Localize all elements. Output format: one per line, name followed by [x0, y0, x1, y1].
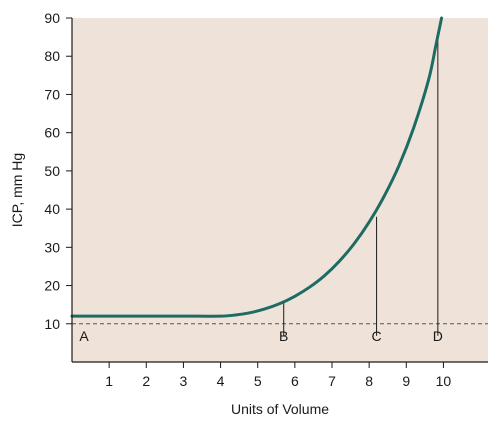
y-tick-label: 90: [44, 10, 60, 26]
y-tick-label: 60: [44, 125, 60, 141]
y-axis-title: ICP, mm Hg: [9, 153, 25, 227]
drop-lines-layer: [283, 33, 439, 336]
x-tick-label: 3: [180, 373, 188, 389]
labels-layer: 10 20 30 40 50 60 70 80 90 1 2 3 4 5 6 7 8 9 10 A B C D: [44, 10, 451, 389]
x-tick-label: 8: [365, 373, 373, 389]
y-tick-label: 10: [44, 316, 60, 332]
point-label-d: D: [433, 328, 443, 344]
y-tick-label: 20: [44, 278, 60, 294]
point-label-b: B: [279, 328, 288, 344]
x-tick-label: 1: [105, 373, 113, 389]
point-label-a: A: [79, 328, 89, 344]
x-tick-label: 2: [142, 373, 150, 389]
x-tick-label: 6: [291, 373, 299, 389]
y-tick-label: 70: [44, 86, 60, 102]
icp-curve: [70, 16, 444, 318]
y-tick-label: 30: [44, 239, 60, 255]
x-tick-label: 4: [217, 373, 225, 389]
y-tick-label: 80: [44, 48, 60, 64]
y-tick-label: 50: [44, 163, 60, 179]
axes-layer: [66, 17, 488, 368]
x-tick-label: 7: [328, 373, 336, 389]
plot-area: [72, 18, 488, 362]
point-label-c: C: [372, 328, 382, 344]
x-tick-label: 9: [402, 373, 410, 389]
y-tick-label: 40: [44, 201, 60, 217]
x-tick-label: 10: [436, 373, 452, 389]
x-tick-label: 5: [254, 373, 262, 389]
x-axis-title: Units of Volume: [231, 401, 329, 417]
